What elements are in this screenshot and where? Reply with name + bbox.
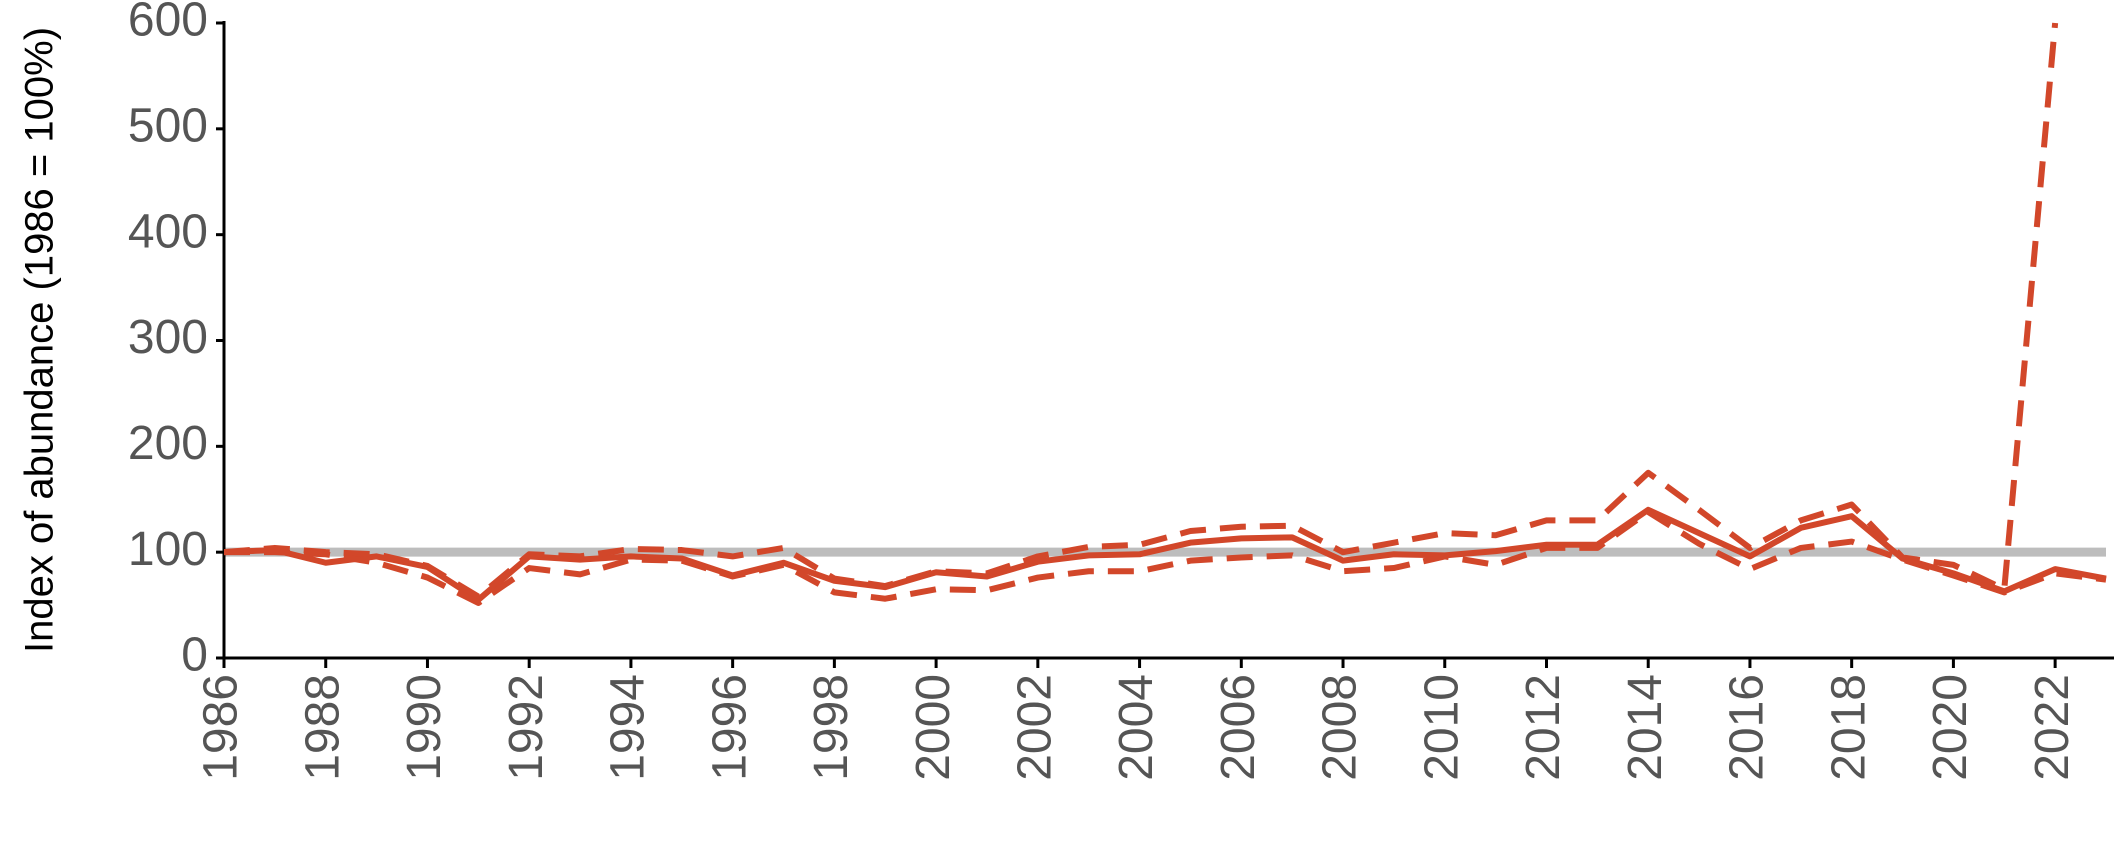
x-tick-label: 2018 <box>1822 674 1875 781</box>
y-tick-label: 100 <box>128 523 208 576</box>
y-tick-label: 0 <box>181 629 208 682</box>
x-tick-label: 1990 <box>398 674 451 781</box>
x-tick-label: 2004 <box>1110 674 1163 781</box>
x-tick-label: 1994 <box>602 674 655 781</box>
x-tick-label: 2008 <box>1314 674 1367 781</box>
x-tick-label: 2000 <box>907 674 960 781</box>
y-tick-label: 600 <box>128 0 208 47</box>
y-axis-label: Index of abundance (1986 = 100%) <box>18 27 62 653</box>
x-tick-label: 2012 <box>1517 674 1570 781</box>
y-tick-label: 300 <box>128 311 208 364</box>
plot-area <box>224 22 2107 606</box>
y-tick-label: 500 <box>128 100 208 153</box>
x-tick-label: 2020 <box>1924 674 1977 781</box>
series-line <box>224 508 2107 606</box>
x-tick-label: 2006 <box>1212 674 1265 781</box>
x-tick-label: 1992 <box>500 674 553 781</box>
series-line <box>224 22 2059 600</box>
x-tick-label: 2014 <box>1619 674 1672 781</box>
x-tick-label: 2022 <box>2026 674 2079 781</box>
y-tick-label: 200 <box>128 417 208 470</box>
x-tick-label: 2010 <box>1415 674 1468 781</box>
x-tick-label: 2002 <box>1009 674 1062 781</box>
x-tick-label: 1988 <box>296 674 349 781</box>
x-tick-label: 1996 <box>703 674 756 781</box>
x-tick-label: 1998 <box>805 674 858 781</box>
x-tick-label: 2016 <box>1721 674 1774 781</box>
x-tick-label: 1986 <box>195 674 248 781</box>
y-tick-label: 400 <box>128 205 208 258</box>
